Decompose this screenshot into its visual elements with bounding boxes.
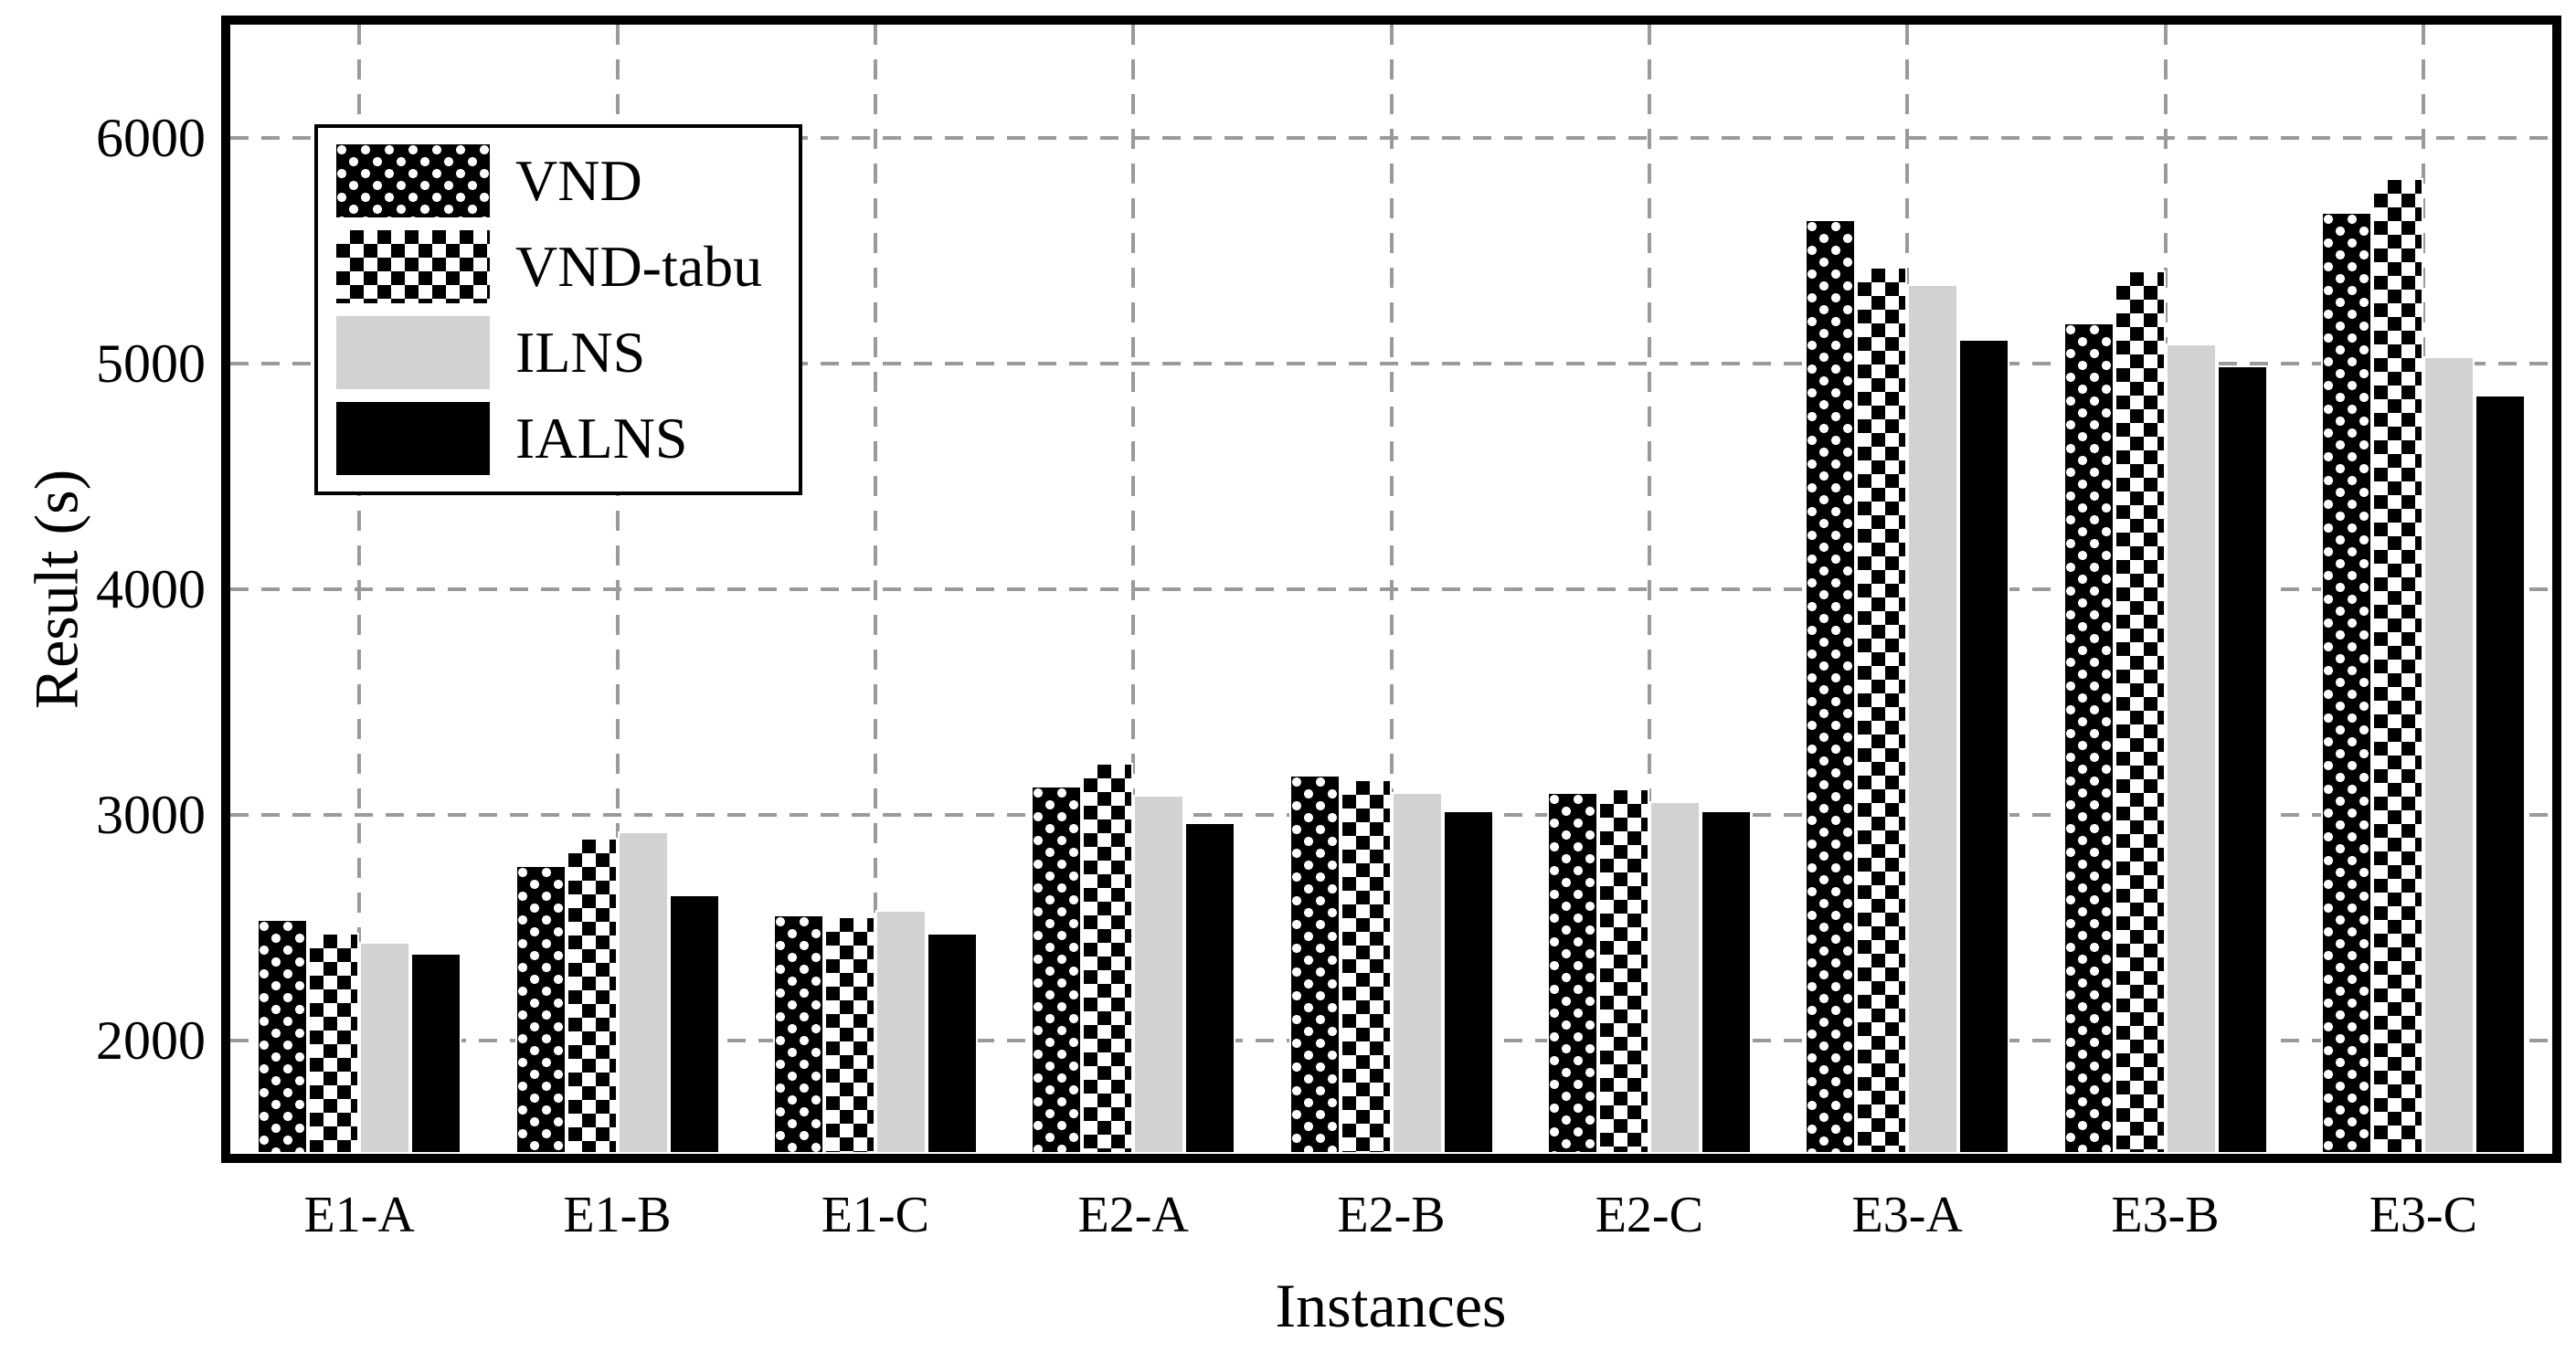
bar-IALNS-E3-C	[2474, 395, 2526, 1154]
bar-VND-tabu-E1-A	[308, 932, 360, 1154]
bar-ILNS-E3-C	[2422, 356, 2475, 1154]
legend-swatch-vnd-tabu	[336, 230, 490, 303]
legend-item-vnd: VND	[336, 144, 780, 217]
y-tick-label: 2000	[96, 1010, 206, 1072]
x-tick-label: E1-B	[563, 1187, 672, 1243]
bar-VND-tabu-E1-B	[566, 837, 618, 1154]
bar-IALNS-E3-A	[1958, 338, 2010, 1154]
bar-VND-tabu-E3-B	[2114, 270, 2166, 1154]
bar-IALNS-E1-C	[926, 932, 978, 1154]
x-tick-label: E1-A	[303, 1187, 415, 1243]
legend-item-ialns: IALNS	[336, 402, 780, 475]
bar-ILNS-E3-A	[1907, 284, 1959, 1154]
bar-ILNS-E1-B	[617, 830, 669, 1154]
bar-ILNS-E2-C	[1648, 801, 1701, 1154]
bar-VND-tabu-E2-C	[1597, 787, 1649, 1154]
legend-swatch-vnd	[336, 144, 490, 217]
v-gridline	[615, 25, 620, 1154]
bar-IALNS-E2-B	[1442, 810, 1494, 1154]
x-tick-label: E2-B	[1337, 1187, 1446, 1243]
v-gridline	[1647, 25, 1651, 1154]
bar-IALNS-E3-B	[2216, 365, 2268, 1154]
x-tick-label: E2-A	[1077, 1187, 1189, 1243]
bar-VND-tabu-E1-C	[823, 916, 875, 1154]
bar-IALNS-E1-B	[668, 893, 720, 1154]
x-tick-label: E3-C	[2369, 1187, 2477, 1243]
v-gridline	[357, 25, 362, 1154]
bar-ILNS-E2-B	[1391, 792, 1443, 1154]
bar-IALNS-E2-C	[1700, 810, 1752, 1154]
bar-ILNS-E3-B	[2165, 343, 2217, 1154]
bar-VND-E1-C	[772, 914, 824, 1154]
x-tick-label: E3-B	[2111, 1187, 2220, 1243]
legend-label-ialns: IALNS	[515, 406, 688, 470]
legend-label-vnd: VND	[515, 148, 642, 213]
x-axis-title: Instances	[1275, 1271, 1507, 1340]
plot-frame	[221, 16, 2561, 1163]
bar-IALNS-E1-A	[410, 952, 462, 1154]
legend-item-ilns: ILNS	[336, 316, 780, 389]
bar-VND-tabu-E3-C	[2371, 178, 2423, 1154]
bar-VND-E1-A	[257, 918, 309, 1154]
x-tick-label: E2-C	[1595, 1187, 1703, 1243]
legend-label-vnd-tabu: VND-tabu	[515, 234, 763, 299]
bar-VND-E3-B	[2062, 322, 2115, 1154]
legend-label-ilns: ILNS	[515, 320, 646, 385]
bar-VND-E3-C	[2320, 212, 2372, 1154]
bar-VND-E2-B	[1288, 774, 1341, 1154]
legend-swatch-ialns	[336, 402, 490, 475]
bar-ILNS-E2-A	[1133, 794, 1185, 1154]
bar-VND-tabu-E2-B	[1340, 778, 1392, 1154]
bar-VND-tabu-E3-A	[1856, 266, 1908, 1154]
legend-item-vnd-tabu: VND-tabu	[336, 230, 780, 303]
bar-ILNS-E1-A	[359, 941, 411, 1154]
legend-swatch-ilns	[336, 316, 490, 389]
x-tick-label: E1-C	[821, 1187, 929, 1243]
bar-VND-tabu-E2-A	[1082, 763, 1134, 1154]
bar-VND-E3-A	[1805, 218, 1857, 1154]
bar-VND-E2-A	[1031, 786, 1083, 1154]
bar-VND-E1-B	[514, 864, 567, 1154]
v-gridline	[873, 25, 877, 1154]
v-gridline	[1389, 25, 1394, 1154]
bar-IALNS-E2-A	[1184, 821, 1236, 1154]
y-tick-label: 4000	[96, 559, 206, 619]
y-tick-label: 3000	[96, 785, 206, 846]
v-gridline	[1131, 25, 1136, 1154]
y-tick-label: 5000	[96, 333, 206, 394]
y-tick-label: 6000	[96, 107, 206, 168]
bar-VND-E2-C	[1546, 792, 1598, 1154]
x-tick-label: E3-A	[1851, 1187, 1963, 1243]
legend: VND VND-tabu ILNS IALNS	[314, 124, 802, 495]
bar-ILNS-E1-C	[875, 910, 927, 1154]
